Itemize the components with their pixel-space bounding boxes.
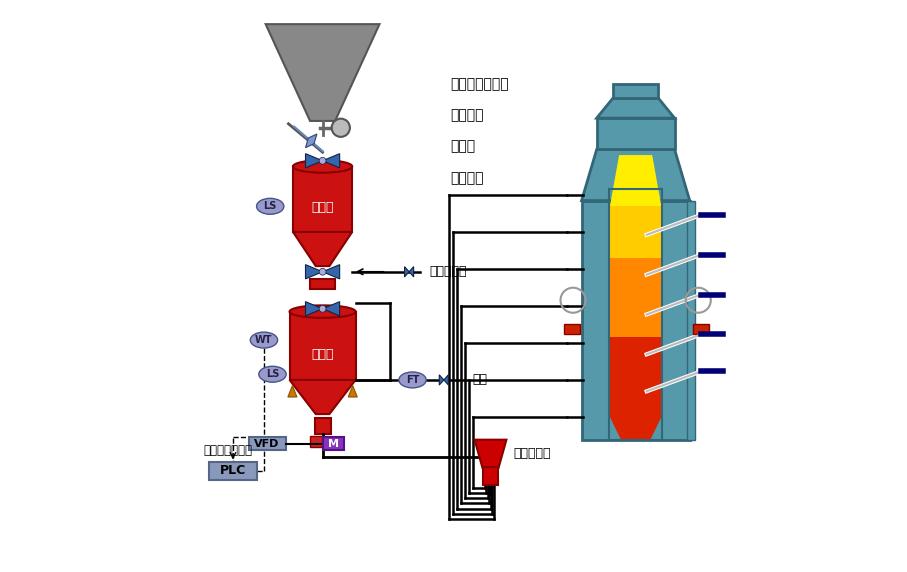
Bar bbox=[610, 189, 662, 440]
Text: 给料量连续可调: 给料量连续可调 bbox=[203, 444, 252, 457]
Polygon shape bbox=[610, 155, 661, 206]
Bar bbox=[249, 438, 286, 450]
Circle shape bbox=[319, 157, 326, 164]
Circle shape bbox=[319, 268, 326, 275]
Circle shape bbox=[319, 305, 326, 312]
Text: 循环流化床锅炉: 循环流化床锅炉 bbox=[451, 77, 509, 91]
Polygon shape bbox=[293, 232, 352, 266]
Text: 炼铁高炉: 炼铁高炉 bbox=[451, 108, 484, 122]
Bar bbox=[564, 324, 580, 335]
Polygon shape bbox=[409, 267, 414, 277]
Text: 流化加压气: 流化加压气 bbox=[429, 265, 466, 278]
Text: FT: FT bbox=[405, 375, 419, 385]
Bar bbox=[581, 201, 689, 440]
Ellipse shape bbox=[258, 366, 286, 382]
Text: 管路分配器: 管路分配器 bbox=[513, 447, 551, 460]
Bar bbox=[289, 312, 356, 380]
Bar bbox=[610, 337, 661, 417]
Polygon shape bbox=[474, 440, 506, 468]
Polygon shape bbox=[323, 301, 339, 316]
Text: 炼钉电炉: 炼钉电炉 bbox=[451, 171, 484, 185]
Circle shape bbox=[332, 118, 350, 137]
Polygon shape bbox=[405, 267, 409, 277]
Polygon shape bbox=[289, 380, 356, 414]
Ellipse shape bbox=[289, 305, 356, 318]
Text: 气源: 气源 bbox=[473, 374, 487, 387]
Bar bbox=[323, 438, 345, 450]
Bar bbox=[610, 206, 661, 257]
Bar bbox=[693, 324, 708, 335]
Bar bbox=[310, 436, 323, 447]
Bar bbox=[613, 84, 658, 98]
Text: WT: WT bbox=[255, 335, 273, 345]
Polygon shape bbox=[306, 154, 323, 168]
Bar bbox=[610, 257, 661, 337]
Bar bbox=[293, 166, 352, 232]
Polygon shape bbox=[323, 265, 339, 279]
Text: M: M bbox=[328, 439, 339, 448]
Text: LS: LS bbox=[266, 370, 279, 379]
Polygon shape bbox=[306, 134, 317, 148]
Polygon shape bbox=[439, 375, 444, 385]
Bar bbox=[315, 418, 330, 434]
Text: 熏炼炉: 熏炼炉 bbox=[451, 140, 476, 153]
Bar bbox=[687, 201, 696, 440]
Polygon shape bbox=[266, 24, 379, 121]
Bar bbox=[209, 462, 257, 479]
Text: 喷吹罐: 喷吹罐 bbox=[311, 348, 334, 361]
Polygon shape bbox=[581, 149, 689, 201]
Bar bbox=[597, 118, 675, 149]
Ellipse shape bbox=[250, 332, 278, 348]
Polygon shape bbox=[444, 375, 448, 385]
Polygon shape bbox=[348, 386, 357, 397]
Ellipse shape bbox=[293, 160, 352, 173]
Text: VFD: VFD bbox=[254, 439, 279, 448]
Polygon shape bbox=[610, 417, 661, 440]
Text: 收料罐: 收料罐 bbox=[311, 201, 334, 214]
Text: PLC: PLC bbox=[219, 464, 246, 478]
Polygon shape bbox=[306, 265, 323, 279]
Bar bbox=[483, 467, 499, 485]
Ellipse shape bbox=[399, 372, 426, 388]
Text: LS: LS bbox=[264, 201, 277, 211]
Polygon shape bbox=[323, 154, 339, 168]
Polygon shape bbox=[306, 301, 323, 316]
Ellipse shape bbox=[257, 198, 284, 214]
Bar bbox=[310, 279, 335, 289]
Polygon shape bbox=[597, 98, 675, 118]
Polygon shape bbox=[288, 386, 297, 397]
